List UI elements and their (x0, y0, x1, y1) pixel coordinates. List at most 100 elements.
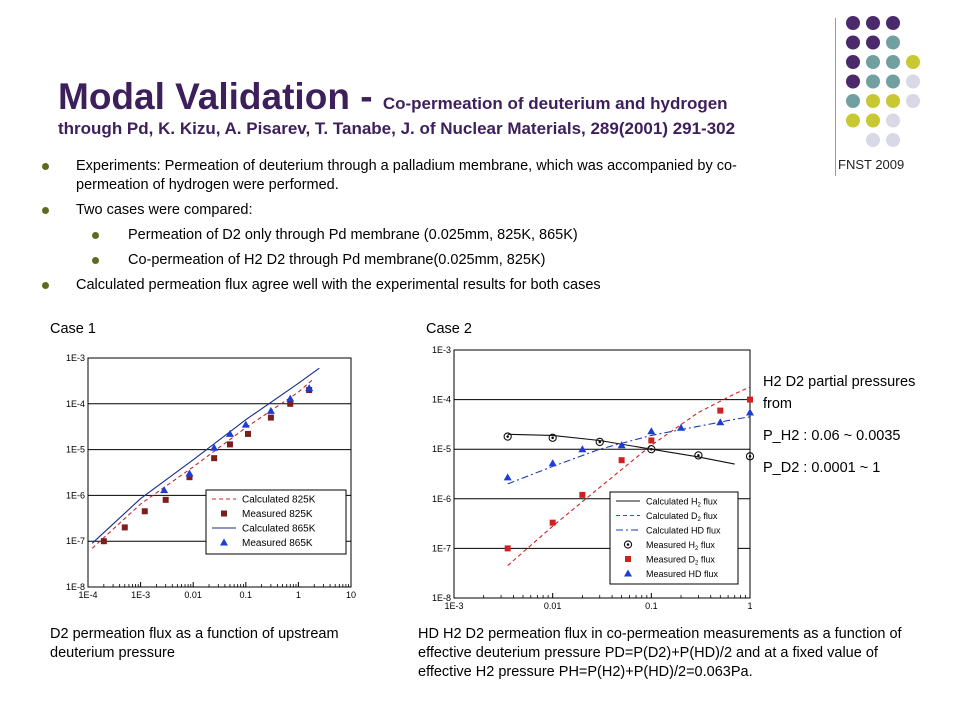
data-point (625, 556, 631, 562)
series-line (91, 377, 315, 549)
decorative-dot (866, 113, 880, 128)
data-point (595, 437, 604, 447)
case2-label: Case 2 (426, 321, 472, 337)
data-point (185, 469, 194, 477)
data-point (221, 510, 227, 517)
data-point-center (626, 543, 630, 546)
data-point (617, 441, 626, 449)
legend-label: Measured 865K (242, 538, 313, 549)
data-point (623, 540, 633, 549)
data-point (162, 496, 169, 503)
series-line (507, 386, 751, 567)
title-reference: through Pd, K. Kizu, A. Pisarev, T. Tana… (58, 118, 736, 138)
y-tick-label: 1E-6 (66, 490, 85, 500)
decorative-dot (866, 35, 880, 50)
sub-bullet-item: Co-permeation of H2 D2 through Pd membra… (42, 251, 782, 270)
x-tick-label: 10 (346, 590, 356, 600)
data-point (578, 445, 587, 453)
y-tick-label: 1E-7 (432, 543, 451, 553)
decorative-dot (866, 16, 880, 30)
y-tick-label: 1E-4 (66, 399, 85, 409)
data-point (677, 423, 686, 431)
case1-caption: D2 permeation flux as a function of upst… (50, 626, 339, 661)
data-point (504, 545, 511, 552)
bullet-item: Two cases were compared: (42, 201, 782, 220)
y-tick-label: 1E-8 (432, 593, 451, 603)
data-point (100, 538, 107, 545)
data-point (647, 427, 656, 435)
legend-label: Calculated D2 flux (646, 511, 718, 523)
decorative-dot (886, 55, 900, 69)
legend-label: Calculated H2 flux (646, 497, 718, 509)
data-point (624, 569, 632, 577)
decorative-dot (866, 74, 880, 89)
data-point (747, 396, 753, 403)
data-point (548, 433, 557, 442)
data-point (745, 452, 755, 461)
data-point (266, 406, 275, 414)
series-line (91, 367, 320, 544)
data-point (579, 491, 586, 498)
decorative-dot (886, 94, 900, 108)
decorative-dot (846, 113, 860, 128)
case2-caption: HD H2 D2 permeation flux in co-permeatio… (418, 626, 902, 680)
data-point (210, 443, 219, 451)
side-note: H2 D2 partial pressures from P_H2 : 0.06… (763, 371, 933, 479)
slide-title: Modal Validation - Co-permeation of deut… (58, 76, 818, 138)
data-point (305, 384, 314, 392)
y-tick-label: 1E-4 (432, 395, 451, 405)
data-point (226, 441, 233, 448)
legend-label: Measured H2 flux (646, 540, 715, 552)
decorative-dot (906, 94, 920, 108)
bullet-item: Calculated permeation flux agree well wi… (42, 276, 782, 295)
data-point-center (748, 454, 752, 458)
y-tick-label: 1E-3 (66, 353, 85, 363)
y-tick-label: 1E-5 (432, 444, 451, 454)
data-point (694, 451, 703, 460)
case1-chart: 1E-4 1E-3 0.01 0.1 1 10 1E-3 1E-4 1E-5 1E-6 1E-7 1E… (66, 353, 356, 600)
case2-chart: 1E-3 0.01 0.1 1 1E-3 1E-4 1E-5 1E-6 1E-7 1E-8 Calc… (432, 345, 755, 611)
x-tick-label: 0.01 (184, 590, 202, 600)
data-point (211, 455, 218, 462)
y-tick-label: 1E-7 (66, 536, 85, 546)
decorative-dot (886, 113, 900, 128)
decorative-dot (846, 55, 860, 69)
data-point (287, 400, 294, 407)
title-main: Modal Validation - (58, 76, 383, 117)
decorative-dot (906, 55, 920, 69)
decorative-dot (846, 74, 860, 89)
data-point (618, 457, 625, 464)
decorative-dot-grid (846, 16, 920, 147)
data-point (286, 394, 295, 402)
x-tick-label: 0.1 (645, 601, 658, 611)
y-tick-label: 1E-6 (432, 494, 451, 504)
title-subtitle: Co-permeation of deuterium and hydrogen (382, 94, 728, 113)
data-point (160, 486, 169, 494)
legend-label: Measured D2 flux (646, 555, 715, 567)
corner-label: FNST 2009 (838, 157, 905, 172)
legend-label: Measured 825K (242, 509, 313, 520)
data-point (244, 430, 251, 437)
data-point-center (697, 454, 700, 457)
data-point (648, 437, 655, 444)
data-point (241, 420, 250, 428)
decorative-dot (886, 35, 900, 50)
data-point (121, 524, 128, 531)
x-tick-label: 1 (747, 601, 752, 611)
side-note-heading: H2 D2 partial pressures from (763, 374, 916, 412)
decorative-dot (866, 133, 880, 147)
data-point (141, 508, 148, 515)
decorative-dot (866, 55, 880, 69)
data-point (548, 459, 557, 467)
data-point (503, 473, 512, 481)
plot-frame (453, 349, 751, 599)
decorative-dot (906, 74, 920, 89)
x-tick-label: 1E-4 (78, 590, 97, 600)
decorative-dot (846, 94, 860, 108)
data-point (186, 474, 193, 481)
data-point (717, 407, 724, 414)
legend-label: Measured HD flux (646, 569, 719, 579)
x-tick-label: 0.1 (240, 590, 253, 600)
series-line (507, 416, 751, 485)
y-tick-label: 1E-3 (432, 345, 451, 355)
